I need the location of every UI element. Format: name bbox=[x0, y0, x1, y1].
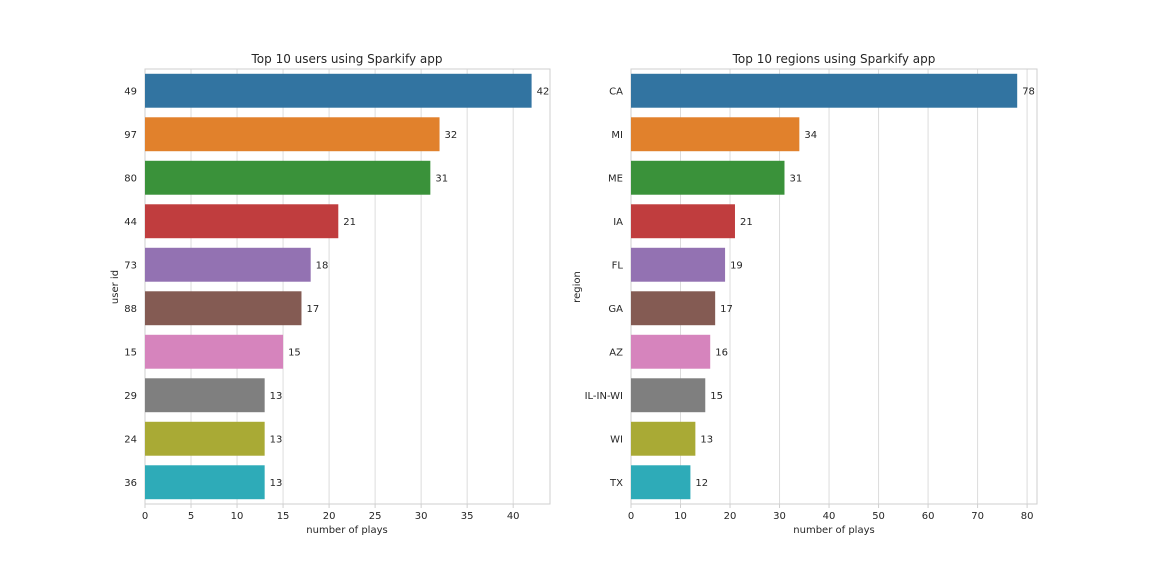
users-bar-value-label: 18 bbox=[316, 260, 329, 271]
users-xtick-label: 15 bbox=[277, 511, 290, 522]
regions-xtick-label: 30 bbox=[773, 511, 786, 522]
users-bar bbox=[145, 204, 339, 239]
regions-xtick-label: 50 bbox=[872, 511, 885, 522]
regions-bar-value-label: 21 bbox=[740, 217, 753, 228]
regions-ytick-label: AZ bbox=[609, 347, 623, 358]
users-xtick-label: 0 bbox=[142, 511, 148, 522]
users-xtick-label: 5 bbox=[188, 511, 194, 522]
users-bar bbox=[145, 291, 302, 326]
regions-ytick-label: ME bbox=[608, 173, 623, 184]
regions-bar bbox=[631, 465, 691, 500]
regions-ytick-label: IL-IN-WI bbox=[585, 391, 623, 402]
regions-bar-value-label: 19 bbox=[730, 260, 743, 271]
users-bar-value-label: 17 bbox=[306, 304, 319, 315]
users-xtick-label: 30 bbox=[415, 511, 428, 522]
users-xtick-label: 35 bbox=[461, 511, 474, 522]
users-bar bbox=[145, 334, 284, 369]
regions-bar bbox=[631, 160, 785, 195]
regions-ytick-label: WI bbox=[610, 434, 623, 445]
regions-bar bbox=[631, 117, 800, 152]
users-bar-value-label: 13 bbox=[270, 478, 283, 489]
users-bar-value-label: 31 bbox=[435, 173, 448, 184]
regions-xtick-label: 0 bbox=[628, 511, 634, 522]
users-bar bbox=[145, 73, 532, 108]
regions-xtick-label: 70 bbox=[971, 511, 984, 522]
regions-chart-xlabel: number of plays bbox=[793, 525, 874, 536]
users-chart-ylabel: user id bbox=[110, 270, 121, 304]
users-ytick-label: 73 bbox=[124, 260, 137, 271]
regions-bar-value-label: 17 bbox=[720, 304, 733, 315]
regions-bar-value-label: 15 bbox=[710, 391, 723, 402]
regions-bar bbox=[631, 291, 716, 326]
regions-bar bbox=[631, 334, 711, 369]
users-bar bbox=[145, 160, 431, 195]
users-bar bbox=[145, 117, 440, 152]
regions-bar-value-label: 78 bbox=[1022, 86, 1035, 97]
users-bar bbox=[145, 421, 265, 456]
users-chart-title: Top 10 users using Sparkify app bbox=[251, 52, 443, 66]
regions-xtick-label: 40 bbox=[823, 511, 836, 522]
users-ytick-label: 44 bbox=[124, 217, 137, 228]
users-ytick-label: 80 bbox=[124, 173, 137, 184]
regions-xtick-label: 80 bbox=[1021, 511, 1034, 522]
regions-bar bbox=[631, 421, 696, 456]
users-plot-frame bbox=[144, 68, 551, 505]
regions-bar bbox=[631, 378, 706, 413]
users-ytick-label: 29 bbox=[124, 391, 137, 402]
users-bar bbox=[145, 465, 265, 500]
regions-bar-value-label: 16 bbox=[715, 347, 728, 358]
users-ytick-label: 24 bbox=[124, 434, 137, 445]
regions-bar bbox=[631, 247, 726, 282]
users-xtick-label: 20 bbox=[323, 511, 336, 522]
users-xtick-label: 25 bbox=[369, 511, 382, 522]
users-chart-xlabel: number of plays bbox=[306, 525, 387, 536]
users-bar bbox=[145, 378, 265, 413]
regions-bar bbox=[631, 73, 1018, 108]
regions-ytick-label: MI bbox=[611, 130, 623, 141]
users-bar bbox=[145, 247, 311, 282]
users-ytick-label: 36 bbox=[124, 478, 137, 489]
regions-xtick-label: 10 bbox=[674, 511, 687, 522]
users-bar-value-label: 13 bbox=[270, 391, 283, 402]
users-ytick-label: 97 bbox=[124, 130, 137, 141]
users-bar-value-label: 13 bbox=[270, 434, 283, 445]
users-ytick-label: 49 bbox=[124, 86, 137, 97]
users-bar-value-label: 21 bbox=[343, 217, 356, 228]
regions-xtick-label: 20 bbox=[724, 511, 737, 522]
regions-chart-ylabel: region bbox=[572, 271, 583, 303]
regions-ytick-label: CA bbox=[609, 86, 623, 97]
regions-bar bbox=[631, 204, 735, 239]
regions-chart-title: Top 10 regions using Sparkify app bbox=[732, 52, 936, 66]
users-bar-value-label: 32 bbox=[445, 130, 458, 141]
regions-plot-frame bbox=[630, 68, 1038, 505]
users-xtick-label: 40 bbox=[507, 511, 520, 522]
regions-bar-value-label: 13 bbox=[700, 434, 713, 445]
users-ytick-label: 88 bbox=[124, 304, 137, 315]
regions-ytick-label: GA bbox=[608, 304, 623, 315]
users-ytick-label: 15 bbox=[124, 347, 137, 358]
users-bar-value-label: 42 bbox=[537, 86, 550, 97]
regions-ytick-label: FL bbox=[612, 260, 624, 271]
users-bar-value-label: 15 bbox=[288, 347, 301, 358]
regions-ytick-label: TX bbox=[609, 478, 623, 489]
regions-ytick-label: IA bbox=[613, 217, 623, 228]
regions-xtick-label: 60 bbox=[922, 511, 935, 522]
regions-chart: Top 10 regions using Sparkify app number… bbox=[572, 52, 1038, 536]
users-chart: Top 10 users using Sparkify app number o… bbox=[110, 52, 551, 536]
regions-bar-value-label: 31 bbox=[789, 173, 802, 184]
regions-bar-value-label: 12 bbox=[695, 478, 708, 489]
regions-bar-value-label: 34 bbox=[804, 130, 817, 141]
users-xtick-label: 10 bbox=[231, 511, 244, 522]
